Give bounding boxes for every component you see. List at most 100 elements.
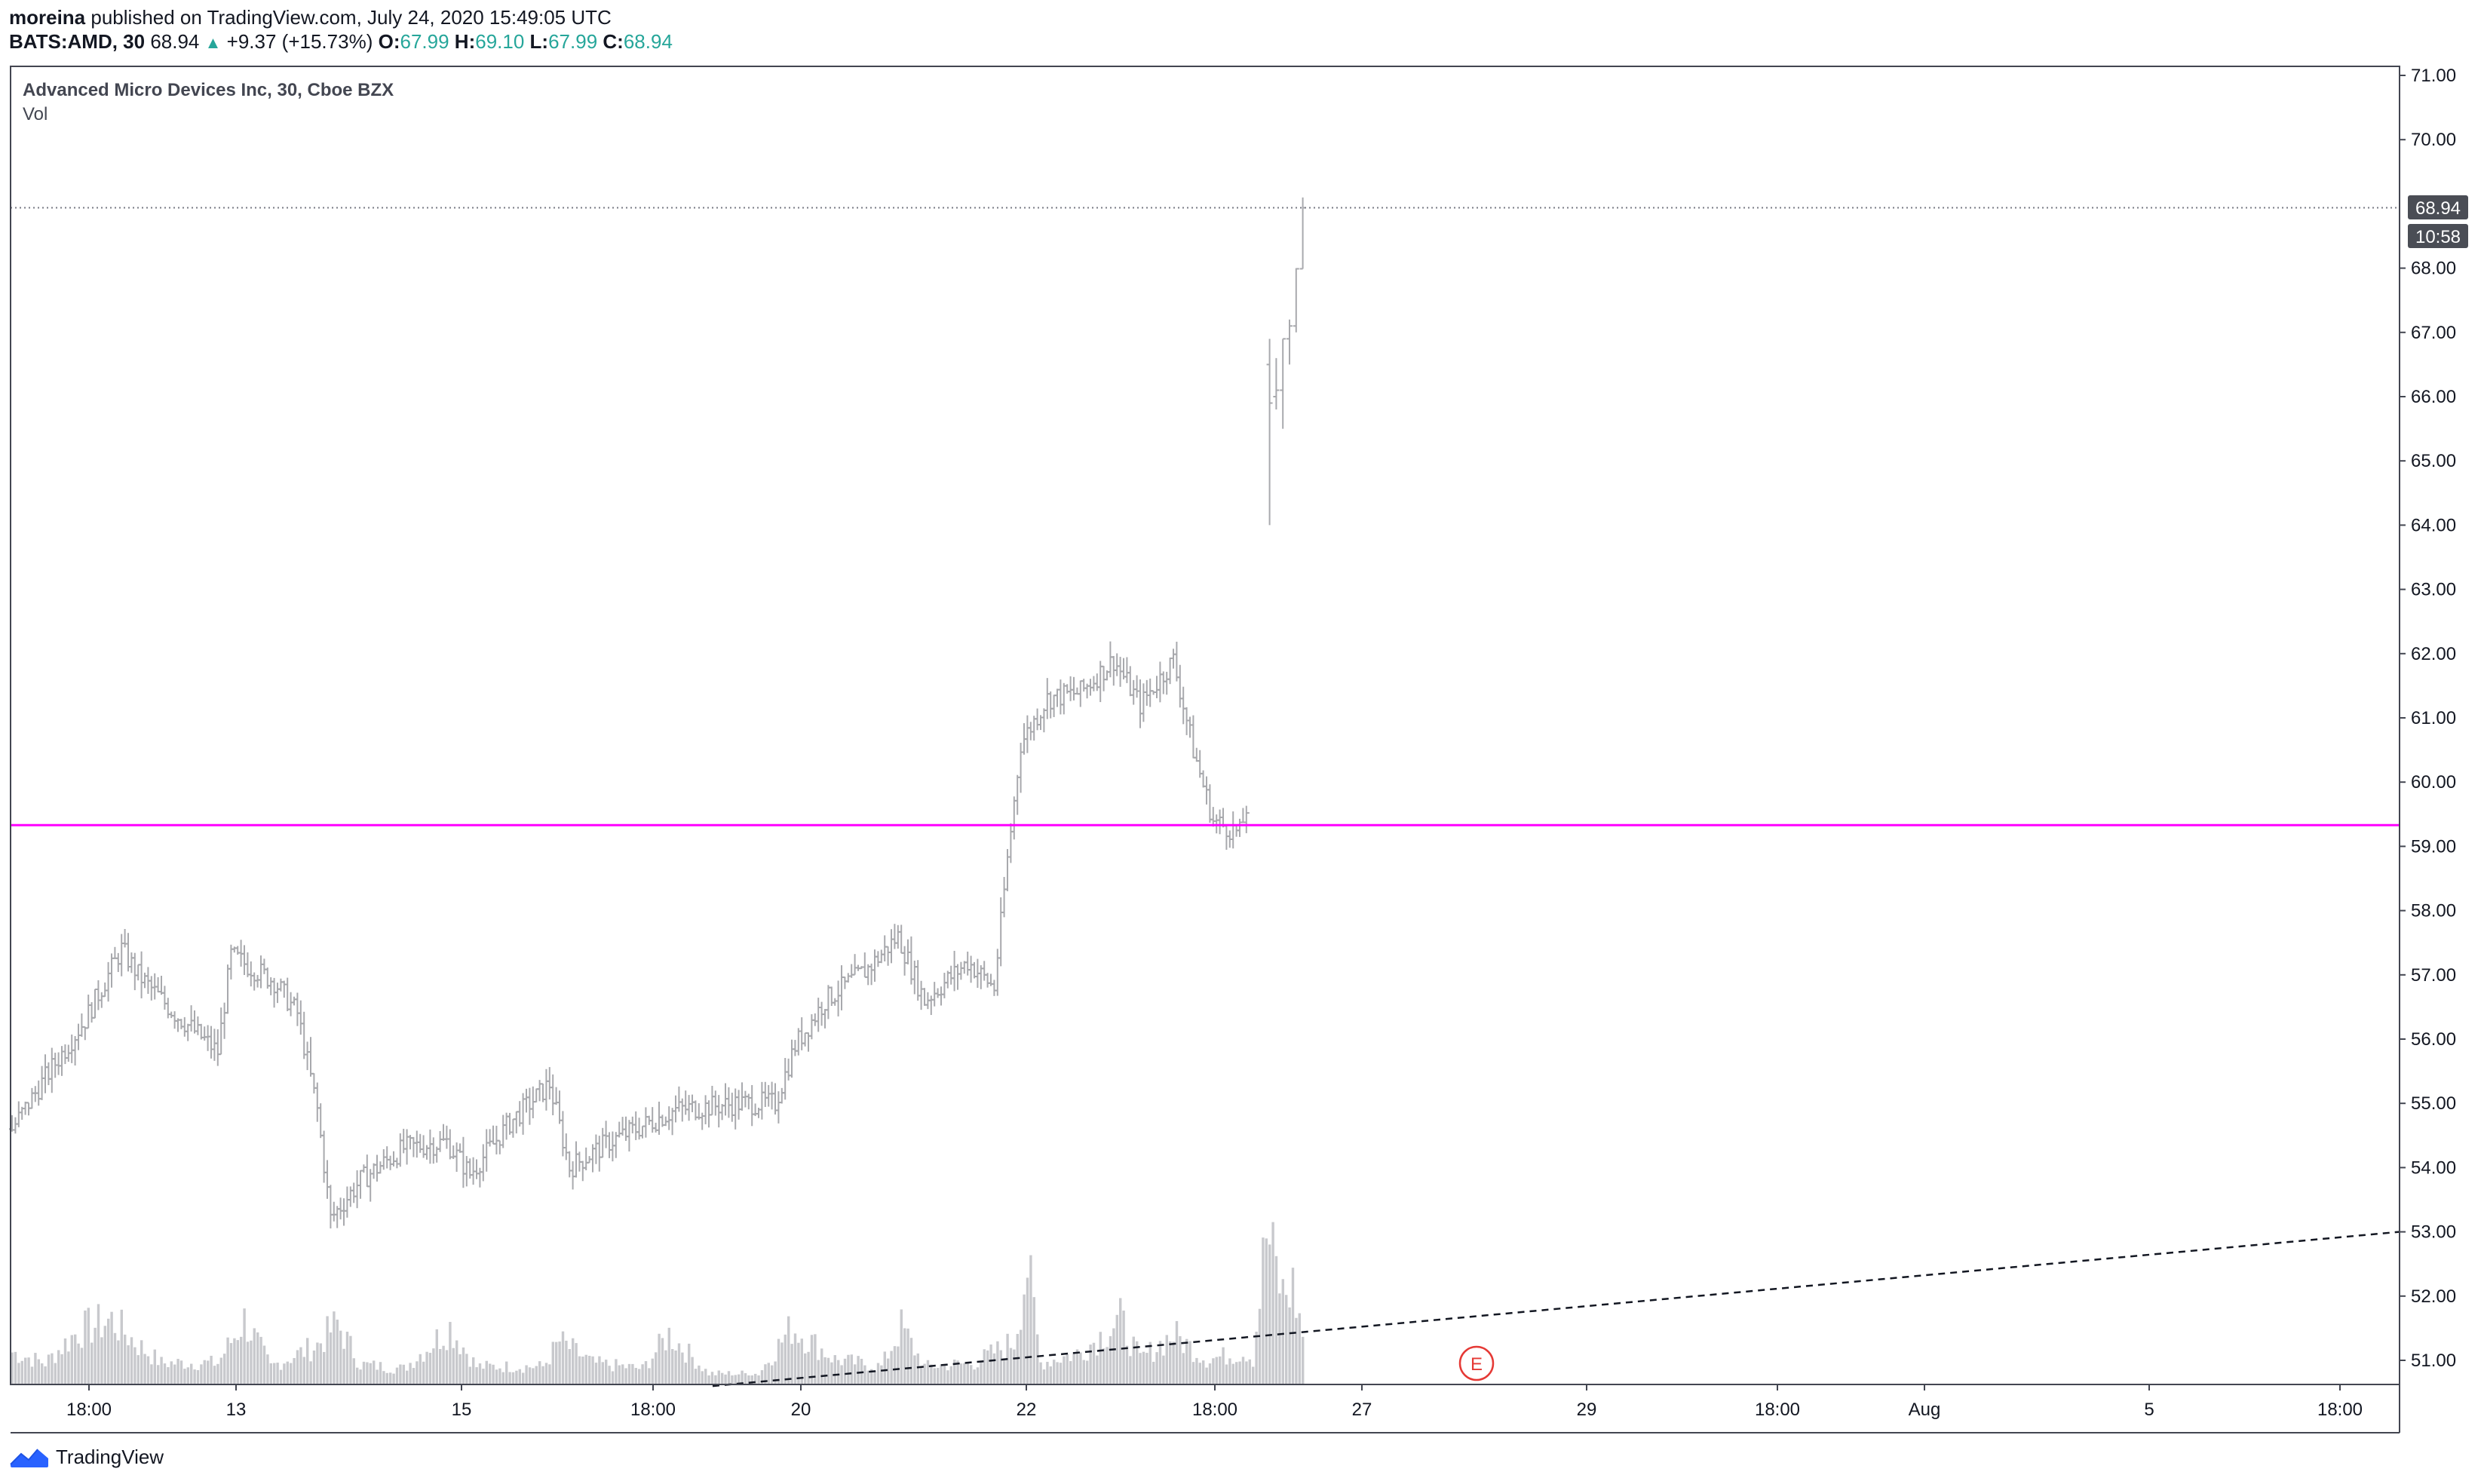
volume-bar xyxy=(409,1363,412,1384)
series-title[interactable]: Advanced Micro Devices Inc, 30, Cboe BZX xyxy=(23,80,394,100)
volume-bar xyxy=(598,1356,601,1384)
brand[interactable]: TradingView xyxy=(9,1442,164,1472)
volume-bar xyxy=(764,1364,767,1384)
price-bar xyxy=(195,1016,201,1035)
volume-bar xyxy=(259,1336,262,1384)
earnings-marker[interactable]: E xyxy=(1458,1345,1495,1381)
volume-bar xyxy=(157,1365,160,1384)
price-bar xyxy=(981,961,988,981)
price-bar xyxy=(968,955,974,983)
volume-bar xyxy=(830,1362,833,1384)
volume-bar xyxy=(694,1369,698,1384)
volume-bar xyxy=(677,1343,681,1384)
volume-bar xyxy=(787,1316,790,1384)
price-bar xyxy=(603,1121,609,1148)
volume-bar xyxy=(1013,1349,1016,1384)
time-axis[interactable]: 18:00 13 15 18:00 20 22 18:00 27 29 18:00 Aug 5 18:0… xyxy=(66,1384,2363,1420)
price-bar xyxy=(523,1088,529,1113)
price-bar xyxy=(842,976,848,989)
volume-bar xyxy=(219,1357,222,1384)
volume-bar xyxy=(1195,1357,1198,1384)
close-value: 68.94 xyxy=(623,30,673,53)
volume-bar xyxy=(302,1357,305,1384)
publisher-name[interactable]: moreina xyxy=(9,6,86,29)
price-bar xyxy=(872,949,878,982)
volume-bar xyxy=(485,1360,488,1384)
volume-bar xyxy=(1059,1363,1063,1384)
countdown-value: 10:58 xyxy=(2415,227,2461,247)
volume-bar xyxy=(1241,1357,1245,1384)
price-bar xyxy=(1057,679,1064,715)
volume-bar xyxy=(1219,1356,1222,1384)
price-bar xyxy=(317,1103,324,1139)
volume-bar xyxy=(880,1365,883,1384)
price-axis[interactable]: 51.00 52.00 53.00 54.00 55.00 56.00 57.00 58.00… xyxy=(2400,66,2456,1371)
volume-bar xyxy=(11,1352,14,1384)
chart-frame xyxy=(10,66,2400,1433)
time-tick-label: Aug xyxy=(1909,1400,1941,1420)
volume-bar xyxy=(664,1350,667,1384)
volume-bar xyxy=(1278,1293,1281,1384)
volume-bar xyxy=(648,1368,651,1384)
volume-bar xyxy=(395,1367,399,1384)
price-bar xyxy=(294,992,301,1026)
volume-bar xyxy=(973,1369,976,1384)
volume-bar xyxy=(1039,1362,1042,1384)
price-bar xyxy=(566,1151,573,1178)
volume-bar xyxy=(366,1362,369,1384)
volume-bars xyxy=(11,1222,1305,1384)
volume-bar xyxy=(754,1373,757,1384)
volume-bar xyxy=(986,1350,989,1384)
price-bar xyxy=(261,958,268,974)
volume-bar xyxy=(674,1350,677,1384)
volume-bar xyxy=(800,1338,803,1384)
trend-line[interactable] xyxy=(712,1231,2400,1387)
price-bar xyxy=(888,929,894,964)
price-bar xyxy=(1170,648,1176,669)
volume-bar xyxy=(1248,1359,1251,1384)
price-bar xyxy=(201,1026,208,1041)
price-bar xyxy=(782,1058,789,1100)
volume-bar xyxy=(747,1375,750,1384)
price-bar xyxy=(185,1023,192,1041)
time-tick-label: 18:00 xyxy=(66,1400,112,1420)
price-bar xyxy=(789,1039,795,1078)
price-bar xyxy=(1167,658,1173,685)
price-bar xyxy=(1081,679,1087,692)
high-value: 69.10 xyxy=(475,30,525,53)
price-bar xyxy=(181,1016,188,1037)
price-bar xyxy=(22,1101,29,1115)
volume-bar xyxy=(1148,1341,1152,1384)
price-bar xyxy=(1223,824,1230,850)
price-bar xyxy=(785,1058,792,1081)
volume-bar xyxy=(810,1335,814,1384)
price-bar xyxy=(633,1111,639,1140)
volume-bar xyxy=(970,1365,973,1384)
price-bar xyxy=(1100,665,1107,691)
volume-bar xyxy=(608,1366,611,1384)
price-bar xyxy=(486,1129,493,1147)
price-bar xyxy=(410,1136,417,1157)
price-bar xyxy=(1147,678,1154,707)
volume-bar xyxy=(1222,1347,1225,1384)
time-tick-label: 29 xyxy=(1577,1400,1597,1420)
volume-bar xyxy=(283,1363,286,1384)
volume-bar xyxy=(329,1332,333,1384)
volume-bar xyxy=(631,1363,634,1384)
volume-bar xyxy=(160,1357,163,1384)
volume-bar xyxy=(385,1372,388,1384)
volume-bar xyxy=(179,1360,183,1384)
volume-bar xyxy=(246,1341,250,1384)
volume-bar xyxy=(136,1355,140,1384)
price-tick-label: 71.00 xyxy=(2411,66,2456,86)
price-bar xyxy=(832,998,839,1006)
volume-bar xyxy=(352,1358,355,1384)
volume-legend[interactable]: Vol xyxy=(23,104,48,124)
price-bar xyxy=(314,1082,320,1122)
volume-bar xyxy=(1252,1366,1255,1384)
price-bar xyxy=(682,1090,689,1115)
price-tick-label: 65.00 xyxy=(2411,451,2456,471)
price-bar xyxy=(1180,686,1187,725)
price-tick-label: 58.00 xyxy=(2411,901,2456,921)
